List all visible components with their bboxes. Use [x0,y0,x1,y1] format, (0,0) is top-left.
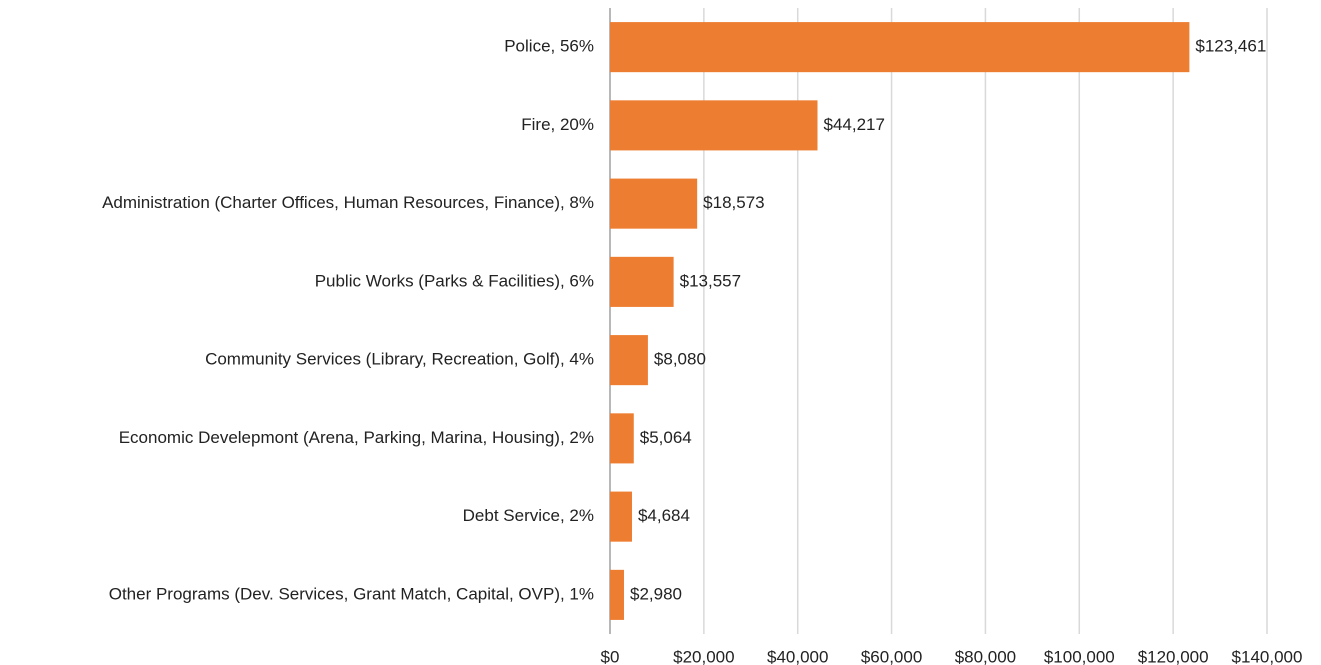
y-tick-label: Administration (Charter Offices, Human R… [102,193,594,212]
y-tick-label: Economic Develepmont (Arena, Parking, Ma… [119,428,594,447]
bar [610,335,648,386]
bar [610,178,698,229]
y-tick-label: Debt Service, 2% [463,506,594,525]
y-tick-label: Other Programs (Dev. Services, Grant Mat… [109,584,594,603]
x-tick-label: $40,000 [767,647,828,665]
value-label: $18,573 [703,193,764,212]
value-label: $5,064 [640,428,692,447]
y-tick-label: Fire, 20% [521,115,594,134]
y-tick-label: Community Services (Library, Recreation,… [205,350,594,369]
bar [610,22,1190,73]
x-tick-label: $80,000 [955,647,1016,665]
value-label: $13,557 [680,271,741,290]
x-tick-label: $0 [601,647,620,665]
value-label: $2,980 [630,584,682,603]
bar [610,256,674,307]
value-label: $123,461 [1195,37,1266,56]
y-tick-label: Police, 56% [504,37,594,56]
value-label: $8,080 [654,350,706,369]
x-tick-label: $140,000 [1232,647,1303,665]
bar [610,100,818,151]
x-tick-label: $120,000 [1138,647,1209,665]
x-tick-label: $20,000 [673,647,734,665]
x-tick-label: $60,000 [861,647,922,665]
bar [610,569,624,620]
bar [610,413,634,464]
bar [610,491,632,542]
value-label: $4,684 [638,506,690,525]
value-label: $44,217 [824,115,885,134]
y-tick-label: Public Works (Parks & Facilities), 6% [315,271,594,290]
x-tick-label: $100,000 [1044,647,1115,665]
